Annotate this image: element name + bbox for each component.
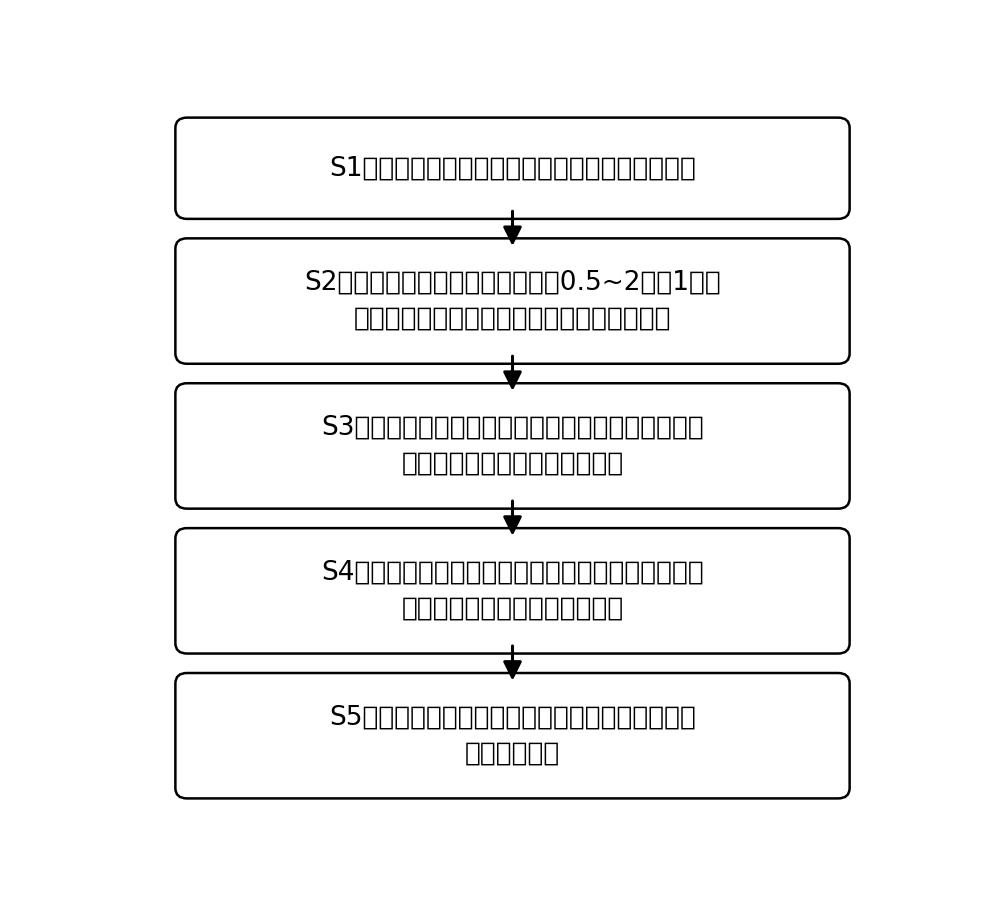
FancyBboxPatch shape xyxy=(175,118,850,218)
Text: S1，将含铷矿石进行磨矿预处理，得到含铷矿粉；: S1，将含铷矿石进行磨矿预处理，得到含铷矿粉； xyxy=(329,156,696,182)
Text: S5，测定浸出渣中铷的含量；然后根据公式计算出
铷的浸出率。: S5，测定浸出渣中铷的含量；然后根据公式计算出 铷的浸出率。 xyxy=(329,705,696,767)
FancyBboxPatch shape xyxy=(175,383,850,509)
FancyBboxPatch shape xyxy=(175,528,850,654)
FancyBboxPatch shape xyxy=(175,238,850,364)
Text: S4，将浸出原料与水混合，进行低温超声强化浸出，
过滤得到含铷浸出液和浸出渣；: S4，将浸出原料与水混合，进行低温超声强化浸出， 过滤得到含铷浸出液和浸出渣； xyxy=(321,560,704,622)
Text: S2，将氯化钙与所述含铷矿粉按（0.5~2）：1的质
量比例为进行充分混合，得到焙烧混合物料；: S2，将氯化钙与所述含铷矿粉按（0.5~2）：1的质 量比例为进行充分混合，得到… xyxy=(304,270,721,332)
FancyBboxPatch shape xyxy=(175,673,850,798)
Text: S3，将所述焙烧混合物料进行焙烧处理，将焙烧后的
物料磨成粉状，得到浸出原料；: S3，将所述焙烧混合物料进行焙烧处理，将焙烧后的 物料磨成粉状，得到浸出原料； xyxy=(321,415,704,477)
